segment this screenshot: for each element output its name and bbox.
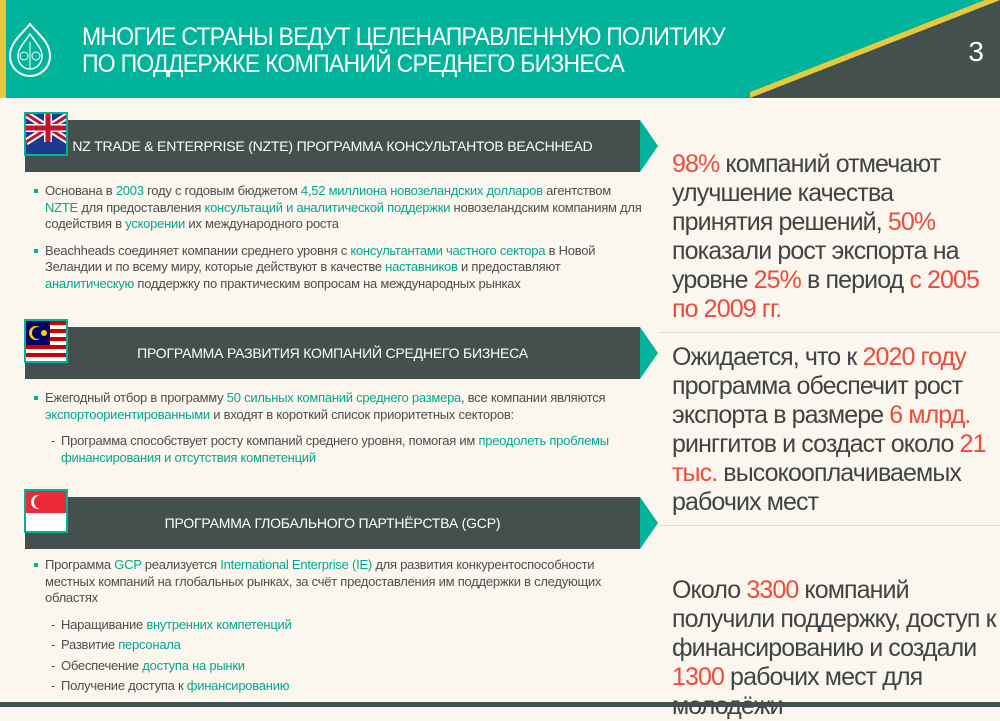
text: для предоставления	[77, 199, 205, 215]
highlight-text: NZTE	[45, 199, 78, 215]
bullet-list: Ежегодный отбор в программу 50 сильных к…	[33, 390, 643, 466]
decor-yellow-line	[750, 0, 1000, 98]
program-section: NZ TRADE & ENTERPRISE (NZTE) ПРОГРАММА К…	[24, 112, 665, 327]
highlight-text: финансированию	[186, 678, 290, 693]
text: в период	[801, 266, 910, 294]
highlight-text: 50 сильных компаний среднего размера	[226, 390, 462, 405]
text: Ожидается, что к	[672, 343, 863, 371]
sub-bullet-item: Получение доступа к финансированию	[33, 678, 643, 695]
text: новозеландским компаниям для содействия …	[45, 199, 642, 232]
highlight-text: преодолеть проблемы финансирования и отс…	[61, 433, 609, 465]
section-header: ПРОГРАММА РАЗВИТИЯ КОМПАНИЙ СРЕДНЕГО БИЗ…	[25, 327, 658, 379]
text: , все компании являются	[461, 390, 606, 405]
text: Обеспечение	[61, 657, 143, 673]
text: компаний отмечают улучшение качества при…	[672, 150, 941, 236]
text: агентством	[542, 183, 611, 198]
sub-bullet-item: Программа способствует росту компаний ср…	[33, 433, 643, 466]
highlight-number: 98%	[672, 150, 720, 178]
section-title: ПРОГРАММА ГЛОБАЛЬНОГО ПАРТНЁРСТВА (GCP)	[164, 515, 501, 531]
text: для развития конкурентоспособности местн…	[45, 557, 602, 605]
highlight-text: International Enterprise (IE)	[220, 557, 372, 572]
text: Beachheads соединяет компании среднего у…	[45, 242, 351, 258]
highlight-text: консультантами частного сектора	[350, 242, 546, 258]
text: Получение доступа к	[61, 678, 187, 693]
text: Развитие	[61, 637, 119, 652]
text: году с годовым бюджетом	[143, 183, 301, 198]
footer-bar	[0, 702, 1000, 707]
highlight-number: с 2005 по 2009 гг.	[672, 266, 980, 323]
text: Наращивание	[61, 616, 147, 632]
key-result: Ожидается, что к 2020 году программа обе…	[672, 343, 998, 517]
highlight-text: 4,52 миллиона новозеландских долларов	[300, 183, 543, 198]
singapore-flag-icon	[24, 489, 68, 533]
highlight-number: 50%	[887, 208, 936, 236]
bullet-item: Основана в 2003 году с годовым бюджетом …	[33, 183, 643, 233]
section-title: NZ TRADE & ENTERPRISE (NZTE) ПРОГРАММА К…	[72, 138, 593, 154]
text: показали рост экспорта на уровне	[672, 237, 960, 294]
highlight-number: 3300	[746, 576, 799, 604]
section-header: ПРОГРАММА ГЛОБАЛЬНОГО ПАРТНЁРСТВА (GCP)	[25, 497, 658, 549]
text: программа обеспечит рост экспорта в разм…	[672, 372, 963, 429]
text: в Новой Зеландии и по всему миру, которы…	[45, 242, 596, 275]
bullet-list: Программа GCP реализуется International …	[33, 557, 643, 695]
highlight-text: ускорении	[125, 216, 186, 231]
new-zealand-flag-icon	[24, 112, 68, 156]
text: их международного роста	[185, 216, 339, 231]
malaysia-flag-icon	[24, 319, 68, 363]
bullet-item: Beachheads соединяет компании среднего у…	[33, 243, 643, 293]
highlight-text: персонала	[118, 637, 181, 652]
text: Программа	[45, 557, 115, 572]
text: Около	[672, 576, 747, 604]
header: МНОГИЕ СТРАНЫ ВЕДУТ ЦЕЛЕНАПРАВЛЕННУЮ ПОЛ…	[0, 0, 1000, 98]
section-title: ПРОГРАММА РАЗВИТИЯ КОМПАНИЙ СРЕДНЕГО БИЗ…	[137, 345, 528, 361]
text: Ежегодный отбор в программу	[45, 390, 227, 405]
bullet-item: Программа GCP реализуется International …	[33, 557, 643, 607]
text: компаний получили поддержку, доступ к фи…	[672, 576, 997, 662]
title-line-2: ПО ПОДДЕРЖКЕ КОМПАНИЙ СРЕДНЕГО БИЗНЕСА	[82, 50, 625, 78]
highlight-text: 2003	[115, 183, 144, 198]
highlight-number: 21 тыс.	[672, 430, 987, 487]
divider	[660, 332, 1000, 333]
highlight-text: экспортоориентированными	[45, 406, 210, 422]
highlight-number: 2020 году	[862, 343, 966, 371]
results-column: 98% компаний отмечают улучшение качества…	[660, 150, 1000, 721]
sub-bullet-item: Развитие персонала	[33, 637, 643, 654]
highlight-text: GCP	[114, 557, 142, 572]
highlight-text: аналитическую	[45, 275, 135, 291]
sub-bullet-item: Обеспечение доступа на рынки	[33, 658, 643, 675]
text: реализуется	[141, 557, 221, 572]
program-section: ПРОГРАММА ГЛОБАЛЬНОГО ПАРТНЁРСТВА (GCP) П…	[24, 489, 665, 699]
title-line-1: МНОГИЕ СТРАНЫ ВЕДУТ ЦЕЛЕНАПРАВЛЕННУЮ ПОЛ…	[82, 23, 726, 51]
program-section: ПРОГРАММА РАЗВИТИЯ КОМПАНИЙ СРЕДНЕГО БИЗ…	[24, 319, 665, 497]
highlight-number: 6 млрд.	[889, 401, 971, 429]
page-number: 3	[968, 36, 984, 67]
decor-stripe	[0, 0, 6, 98]
text: поддержку по практическим вопросам на ме…	[134, 275, 521, 291]
highlight-text: наставников	[385, 259, 458, 274]
programs-column: NZ TRADE & ENTERPRISE (NZTE) ПРОГРАММА К…	[24, 112, 665, 699]
bullet-item: Ежегодный отбор в программу 50 сильных к…	[33, 390, 643, 423]
highlight-text: консультаций и аналитической поддержки	[204, 199, 451, 215]
text: Программа способствует росту компаний ср…	[61, 433, 479, 448]
text: Основана в	[45, 183, 116, 198]
highlight-number: 25%	[753, 266, 802, 294]
ornament-logo-icon	[8, 22, 52, 78]
bullet-list: Основана в 2003 году с годовым бюджетом …	[33, 183, 643, 292]
divider	[660, 525, 1000, 526]
key-result: 98% компаний отмечают улучшение качества…	[672, 150, 998, 324]
text: высокооплачиваемых рабочих мест	[672, 459, 962, 516]
text: и предоставляют	[457, 259, 561, 274]
section-header: NZ TRADE & ENTERPRISE (NZTE) ПРОГРАММА К…	[25, 120, 658, 172]
text: ринггитов и создаст около	[672, 430, 960, 458]
page-title: МНОГИЕ СТРАНЫ ВЕДУТ ЦЕЛЕНАПРАВЛЕННУЮ ПОЛ…	[82, 23, 726, 78]
highlight-number: 1300	[672, 663, 725, 691]
key-result: Около 3300 компаний получили поддержку, …	[672, 576, 998, 721]
highlight-text: доступа на рынки	[142, 657, 245, 673]
highlight-text: внутренних компетенций	[146, 616, 292, 632]
text: и входят в короткий список приоритетных …	[209, 406, 514, 422]
sub-bullet-item: Наращивание внутренних компетенций	[33, 617, 643, 634]
